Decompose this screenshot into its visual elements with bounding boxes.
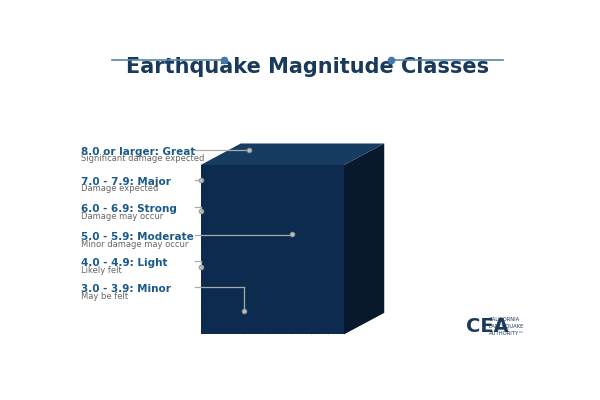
- Text: 8.0 or larger: Great: 8.0 or larger: Great: [81, 146, 196, 156]
- Polygon shape: [200, 194, 328, 334]
- Text: Damage expected: Damage expected: [81, 184, 158, 193]
- Text: Likely felt: Likely felt: [81, 266, 122, 275]
- Polygon shape: [311, 201, 352, 334]
- Text: 3.0 - 3.9: Minor: 3.0 - 3.9: Minor: [81, 284, 171, 294]
- Polygon shape: [269, 260, 309, 334]
- Polygon shape: [200, 232, 332, 254]
- Text: May be felt: May be felt: [81, 292, 128, 301]
- Polygon shape: [292, 232, 332, 334]
- Text: Significant damage expected: Significant damage expected: [81, 154, 205, 163]
- Polygon shape: [200, 308, 244, 334]
- Text: 5.0 - 5.9: Moderate: 5.0 - 5.9: Moderate: [81, 232, 194, 242]
- Polygon shape: [244, 287, 284, 334]
- Text: 7.0 - 7.9: Major: 7.0 - 7.9: Major: [81, 176, 171, 186]
- Text: CALIFORNIA
EARTHQUAKE
AUTHORITY™: CALIFORNIA EARTHQUAKE AUTHORITY™: [489, 317, 524, 336]
- Polygon shape: [200, 223, 311, 334]
- Polygon shape: [200, 165, 344, 334]
- Polygon shape: [200, 144, 384, 165]
- Text: CEA: CEA: [466, 317, 508, 336]
- Polygon shape: [200, 254, 292, 334]
- Text: Earthquake Magnitude Classes: Earthquake Magnitude Classes: [126, 57, 489, 77]
- Polygon shape: [200, 282, 269, 334]
- Text: Minor damage may occur: Minor damage may occur: [81, 240, 188, 249]
- Polygon shape: [328, 172, 369, 334]
- Polygon shape: [200, 287, 284, 308]
- Polygon shape: [344, 144, 384, 334]
- Text: 6.0 - 6.9: Strong: 6.0 - 6.9: Strong: [81, 204, 177, 214]
- Text: 4.0 - 4.9: Light: 4.0 - 4.9: Light: [81, 258, 168, 268]
- Polygon shape: [200, 172, 369, 194]
- Polygon shape: [200, 201, 352, 223]
- Text: Damage may occur: Damage may occur: [81, 212, 163, 221]
- Polygon shape: [200, 260, 309, 282]
